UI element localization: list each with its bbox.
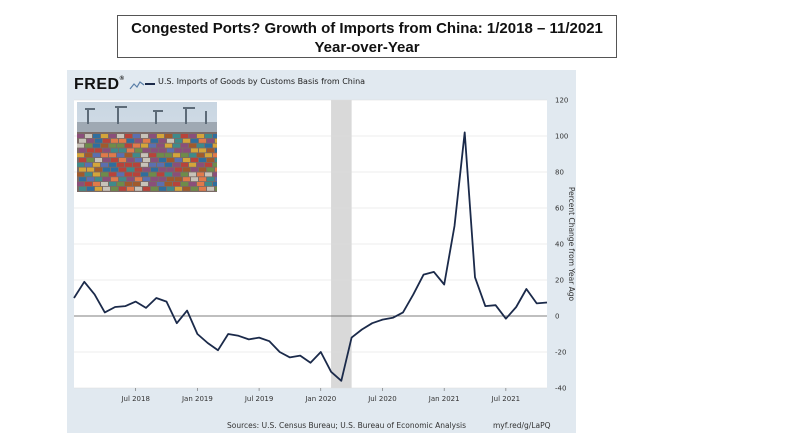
- y-tick-label: -20: [555, 349, 566, 357]
- legend-swatch: [145, 83, 155, 85]
- y-tick-label: 80: [555, 169, 564, 177]
- y-tick-label: 20: [555, 277, 564, 285]
- y-tick-label: 60: [555, 205, 564, 213]
- fred-logo-icon: [129, 80, 145, 90]
- series-line: [73, 131, 548, 382]
- fred-logo[interactable]: FRED®: [74, 76, 145, 94]
- container-port-photo: [77, 102, 217, 192]
- fred-short-link[interactable]: myf.red/g/LaPQ: [493, 421, 551, 430]
- x-tick-label: Jul 2018: [120, 395, 149, 403]
- container-port-image: [77, 102, 217, 192]
- x-tick-label: Jan 2019: [181, 395, 213, 403]
- y-tick-label: 0: [555, 313, 559, 321]
- legend-entry: U.S. Imports of Goods by Customs Basis f…: [158, 77, 366, 86]
- y-axis-label: Percent Change from Year Ago: [567, 187, 576, 302]
- chart-title-line1: Congested Ports? Growth of Imports from …: [131, 20, 603, 37]
- x-tick-label: Jan 2021: [428, 395, 460, 403]
- source-note: Sources: U.S. Census Bureau; U.S. Bureau…: [227, 421, 467, 430]
- x-tick-label: Jul 2020: [367, 395, 397, 403]
- chart-title: Congested Ports? Growth of Imports from …: [117, 15, 617, 58]
- chart-title-line2: Year-over-Year: [314, 39, 420, 56]
- x-tick-label: Jul 2019: [244, 395, 274, 403]
- y-tick-label: 100: [555, 133, 568, 141]
- fred-chart-panel: FRED® U.S. Imports of Goods by Customs B…: [67, 70, 576, 433]
- y-tick-label: 120: [555, 97, 568, 105]
- x-tick-label: Jul 2021: [491, 395, 521, 403]
- y-tick-label: 40: [555, 241, 564, 249]
- y-tick-label: -40: [555, 385, 566, 393]
- x-tick-label: Jan 2020: [304, 395, 336, 403]
